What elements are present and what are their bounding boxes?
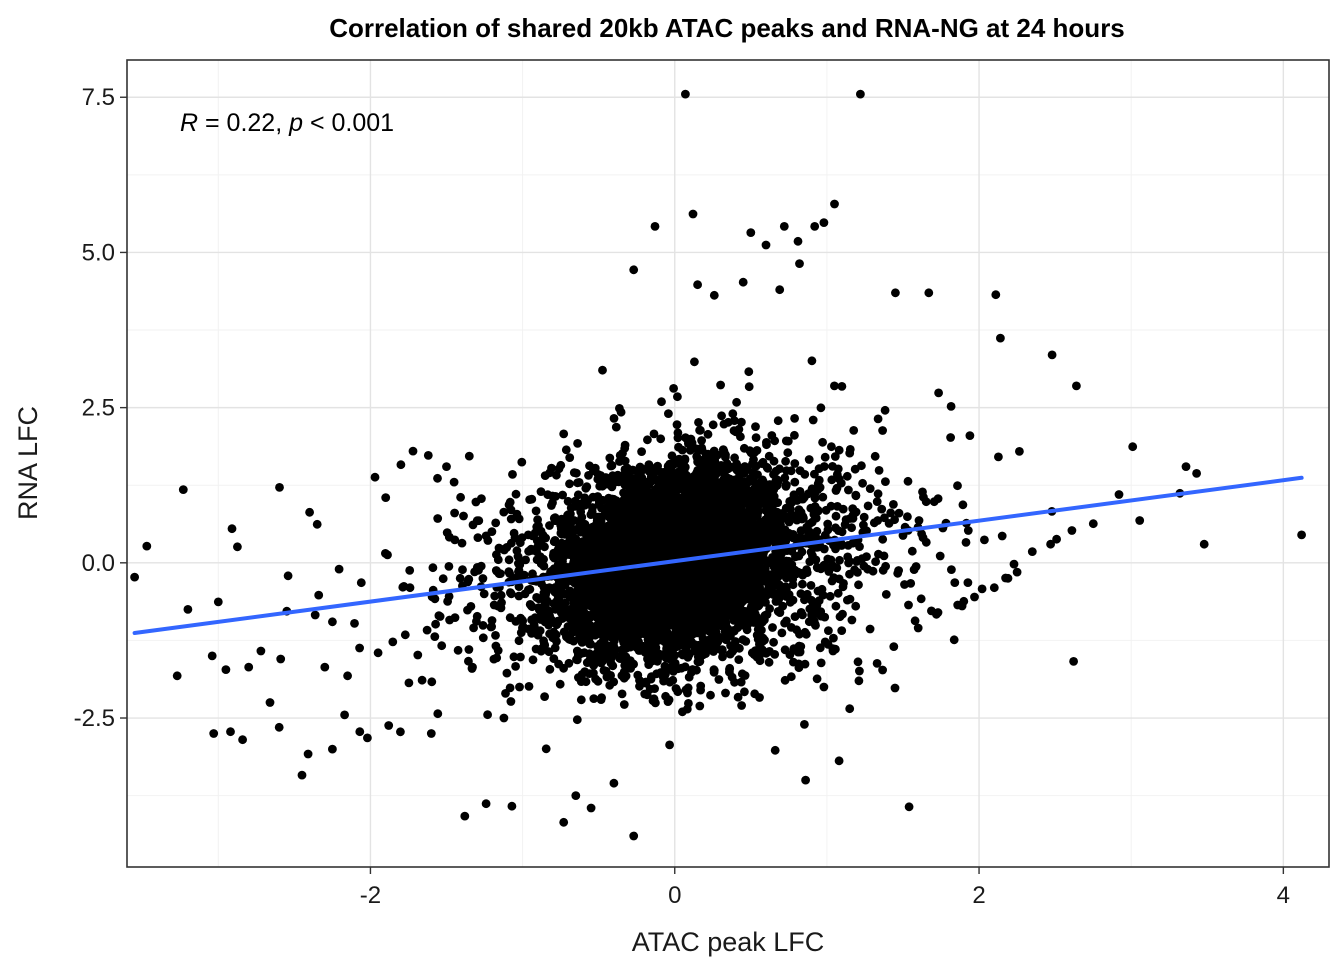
data-point bbox=[855, 542, 864, 551]
data-point bbox=[680, 454, 690, 464]
data-point bbox=[703, 429, 713, 439]
data-point bbox=[717, 411, 726, 421]
data-point bbox=[709, 458, 719, 467]
data-point bbox=[741, 637, 751, 646]
data-point bbox=[656, 434, 666, 444]
data-point bbox=[633, 670, 643, 680]
data-point bbox=[672, 420, 682, 429]
data-point bbox=[512, 546, 522, 556]
data-point bbox=[611, 422, 621, 432]
chart-title: Correlation of shared 20kb ATAC peaks an… bbox=[329, 13, 1125, 43]
data-points bbox=[130, 89, 1306, 841]
data-point bbox=[555, 679, 565, 689]
data-point bbox=[657, 397, 666, 407]
data-point bbox=[806, 581, 816, 590]
data-point bbox=[576, 507, 586, 517]
data-point bbox=[790, 477, 800, 487]
